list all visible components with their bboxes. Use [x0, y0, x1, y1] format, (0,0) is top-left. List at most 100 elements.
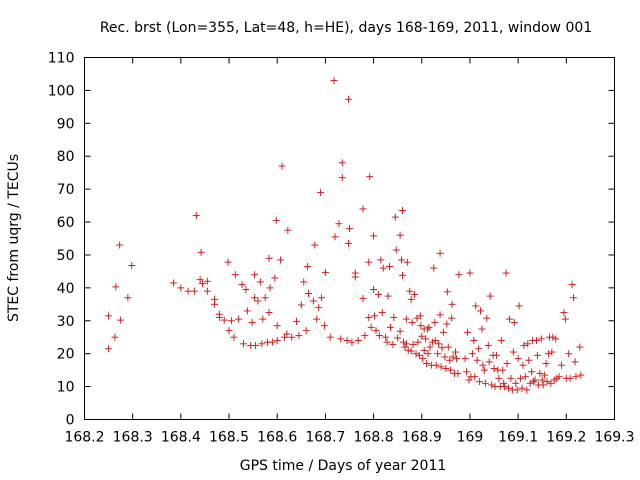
data-point: [495, 374, 503, 382]
data-point: [432, 361, 440, 369]
data-point: [372, 327, 380, 335]
data-point: [252, 341, 260, 349]
data-point: [436, 249, 444, 257]
data-point: [251, 294, 259, 302]
data-point: [525, 356, 533, 364]
data-point: [326, 333, 334, 341]
data-point: [548, 348, 556, 356]
data-point: [251, 271, 259, 279]
data-point: [475, 345, 483, 353]
data-point: [268, 338, 276, 346]
data-point: [407, 295, 415, 303]
data-point: [254, 297, 262, 305]
y-tick-label: 80: [57, 149, 75, 165]
data-point: [549, 333, 557, 341]
data-point: [259, 315, 267, 323]
data-point: [547, 379, 555, 387]
data-point: [243, 307, 251, 315]
data-point: [419, 355, 427, 363]
data-point: [414, 338, 422, 346]
data-point: [425, 323, 433, 331]
data-point: [503, 360, 511, 368]
data-point: [428, 338, 436, 346]
data-point: [288, 333, 296, 341]
data-point: [526, 379, 534, 387]
data-point: [490, 364, 498, 372]
data-point: [300, 278, 308, 286]
data-point: [386, 323, 394, 331]
data-point: [277, 256, 285, 264]
data-point: [437, 363, 445, 371]
data-point: [215, 313, 223, 321]
data-point: [271, 274, 279, 282]
data-point: [231, 271, 239, 279]
y-tick-label: 70: [57, 182, 75, 198]
data-point: [431, 337, 439, 345]
data-point: [466, 269, 474, 277]
data-point: [399, 338, 407, 346]
data-point: [481, 379, 489, 387]
data-point: [492, 351, 500, 359]
data-point: [565, 350, 573, 358]
data-point: [371, 312, 379, 320]
data-point: [331, 233, 339, 241]
data-point: [403, 258, 411, 266]
data-point: [240, 340, 247, 348]
data-point: [309, 297, 317, 305]
data-point: [225, 327, 233, 335]
data-point: [238, 281, 246, 289]
data-point: [447, 366, 455, 374]
x-tick-label: 168.2: [64, 430, 104, 446]
data-point: [337, 335, 345, 343]
data-point: [370, 286, 378, 294]
data-point: [348, 338, 356, 346]
data-point: [423, 360, 431, 368]
data-point: [484, 341, 492, 349]
data-point: [379, 264, 387, 272]
data-point: [278, 162, 286, 170]
data-point: [318, 294, 326, 302]
data-point: [345, 95, 353, 103]
data-point: [385, 262, 393, 270]
data-point: [273, 322, 281, 330]
data-point: [272, 216, 280, 224]
x-tick-label: 169: [457, 430, 484, 446]
data-point: [555, 373, 563, 381]
data-point: [128, 261, 136, 269]
data-point: [486, 292, 494, 300]
data-point: [442, 364, 450, 372]
data-point: [430, 264, 438, 272]
y-tick-label: 0: [66, 413, 75, 429]
data-point: [367, 323, 375, 331]
data-point: [424, 350, 432, 358]
data-point: [302, 327, 310, 335]
data-point: [501, 383, 509, 391]
data-point: [184, 287, 192, 295]
data-point: [444, 343, 452, 351]
data-point: [315, 304, 323, 312]
data-point: [375, 332, 383, 340]
data-point: [224, 258, 232, 266]
data-point: [519, 361, 527, 369]
data-point: [570, 294, 578, 302]
data-point: [411, 290, 419, 298]
data-point: [518, 384, 526, 392]
data-point: [389, 340, 397, 348]
data-point: [305, 289, 313, 297]
data-point: [235, 315, 243, 323]
data-point: [227, 317, 235, 325]
data-point: [304, 262, 312, 270]
data-point: [297, 301, 305, 309]
data-point: [488, 381, 496, 389]
data-point: [265, 309, 273, 317]
data-point: [505, 315, 513, 323]
data-point: [473, 356, 481, 364]
data-point: [197, 248, 205, 256]
data-point: [536, 369, 544, 377]
x-tick-labels: 168.2 168.3 168.4 168.5 168.6 168.7 168.8 168.9…: [64, 430, 634, 446]
data-point: [454, 369, 462, 377]
data-point: [365, 258, 373, 266]
data-point: [412, 350, 420, 358]
data-point: [532, 337, 540, 345]
data-point: [399, 207, 406, 215]
